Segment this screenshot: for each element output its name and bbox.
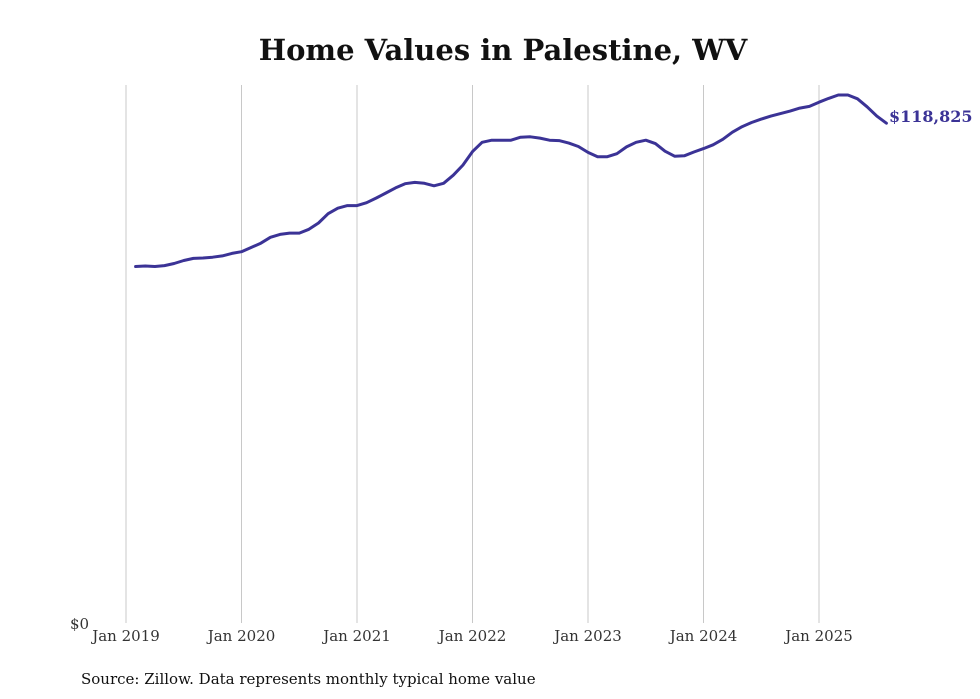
x-tick-label: Jan 2025 bbox=[783, 627, 853, 645]
y-tick-label-zero: $0 bbox=[70, 615, 89, 633]
x-axis-ticks: Jan 2019 Jan 2020 Jan 2021 Jan 2022 Jan 2023… bbox=[90, 627, 853, 645]
vertical-gridlines bbox=[125, 85, 820, 623]
x-tick-label: Jan 2020 bbox=[206, 627, 276, 645]
x-tick-label: Jan 2022 bbox=[437, 627, 507, 645]
end-value-label: $118,825 bbox=[889, 107, 973, 126]
source-note: Source: Zillow. Data represents monthly … bbox=[81, 670, 536, 688]
x-tick-label: Jan 2023 bbox=[552, 627, 622, 645]
x-tick-label: Jan 2019 bbox=[90, 627, 160, 645]
x-tick-label: Jan 2024 bbox=[668, 627, 738, 645]
x-tick-label: Jan 2021 bbox=[321, 627, 391, 645]
chart-title: Home Values in Palestine, WV bbox=[259, 33, 748, 67]
series-line bbox=[134, 93, 888, 268]
